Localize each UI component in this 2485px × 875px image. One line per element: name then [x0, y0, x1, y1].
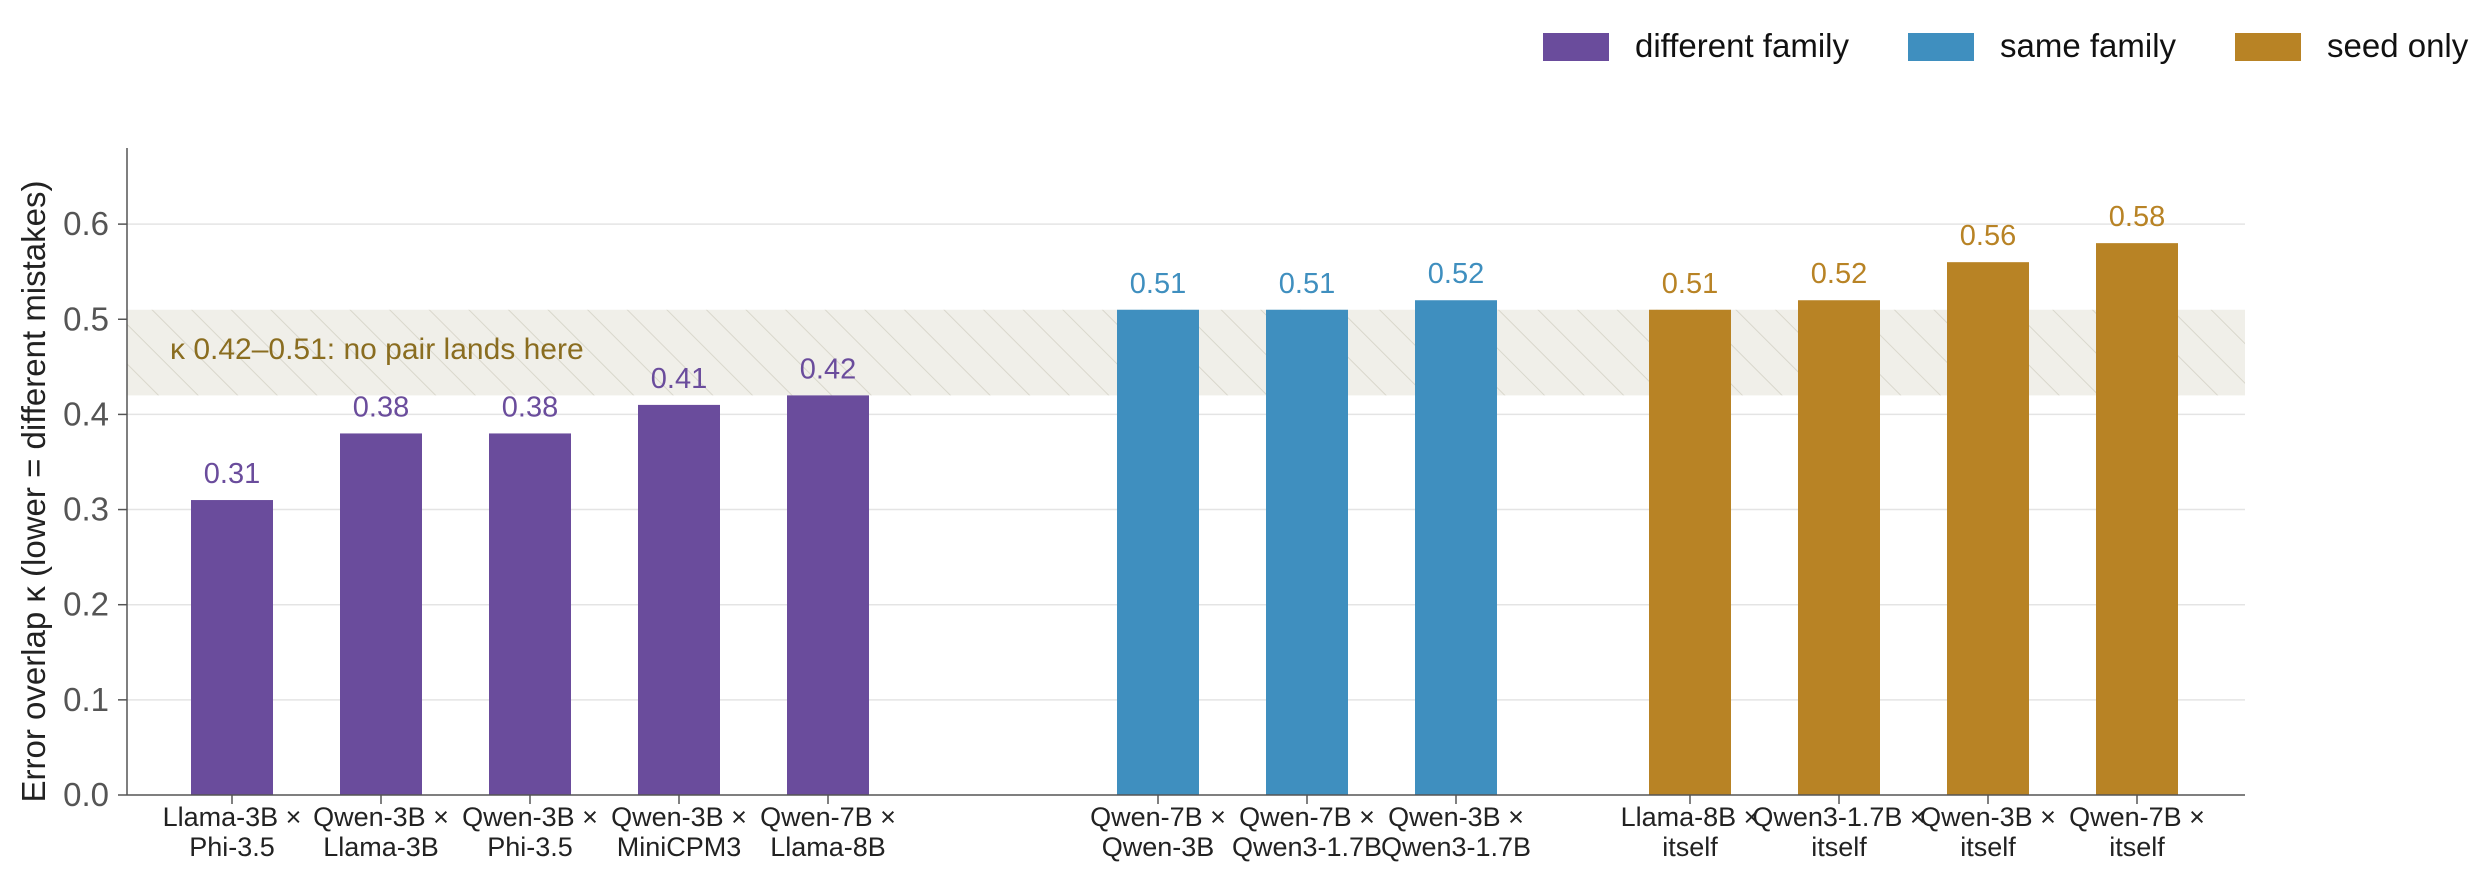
bar: [1117, 309, 1199, 795]
legend: different family same family seed only: [1543, 27, 2469, 64]
bar-value-label: 0.58: [2109, 201, 2165, 233]
bar: [1798, 300, 1880, 795]
bar-value-label: 0.42: [800, 353, 856, 385]
bar: [1415, 300, 1497, 795]
bar-value-label: 0.51: [1279, 268, 1335, 300]
bar: [1947, 262, 2029, 795]
x-tick-label: Qwen-3B ×: [611, 802, 747, 832]
x-tick-label: MiniCPM3: [617, 832, 742, 862]
x-tick-label: Llama-8B: [770, 832, 886, 862]
x-tick-label: Llama-3B ×: [163, 802, 302, 832]
bar-value-label: 0.38: [353, 391, 409, 423]
band-label: κ 0.42–0.51: no pair lands here: [170, 333, 584, 366]
x-tick-label: Qwen-7B ×: [1090, 802, 1226, 832]
y-tick-label: 0.0: [63, 776, 109, 813]
x-tick-label: Qwen-7B ×: [2069, 802, 2205, 832]
x-tick-label: Qwen-7B ×: [760, 802, 896, 832]
bar-value-label: 0.52: [1811, 258, 1867, 290]
x-tick-label: Phi-3.5: [487, 832, 573, 862]
bar: [2096, 243, 2178, 795]
x-tick-label: itself: [1960, 832, 2016, 862]
bar-value-label: 0.56: [1960, 220, 2016, 252]
bar: [489, 433, 571, 795]
bar: [638, 404, 720, 795]
legend-label: different family: [1635, 27, 1849, 64]
x-tick-label: itself: [1811, 832, 1867, 862]
legend-swatch: [1543, 33, 1609, 61]
x-tick-label: Qwen3-1.7B: [1232, 832, 1382, 862]
bar: [340, 433, 422, 795]
x-tick-label: Qwen-7B ×: [1239, 802, 1375, 832]
y-tick-label: 0.4: [63, 395, 109, 432]
bar: [1649, 309, 1731, 795]
axes: 0.0 0.1 0.2 0.3 0.4 0.5 0.6 Error overlap κ (lo…: [15, 148, 2245, 813]
legend-swatch: [1908, 33, 1974, 61]
x-tick-label: itself: [2109, 832, 2165, 862]
x-tick-label: Qwen-3B ×: [462, 802, 598, 832]
y-tick-label: 0.6: [63, 205, 109, 242]
bar: [191, 500, 273, 795]
y-tick-label: 0.3: [63, 491, 109, 528]
bar-value-label: 0.41: [651, 363, 707, 395]
bar: [1266, 309, 1348, 795]
y-tick-label: 0.2: [63, 586, 109, 623]
bar-value-label: 0.51: [1130, 268, 1186, 300]
bar-value-label: 0.52: [1428, 258, 1484, 290]
y-axis-title: Error overlap κ (lower = different mista…: [15, 180, 52, 802]
legend-swatch: [2235, 33, 2301, 61]
legend-label: seed only: [2327, 27, 2469, 64]
bar-value-label: 0.31: [204, 458, 260, 490]
bar: [787, 395, 869, 795]
x-tick-label: itself: [1662, 832, 1718, 862]
x-tick-label: Qwen3-1.7B ×: [1752, 802, 1925, 832]
x-tick-label: Qwen-3B ×: [1920, 802, 2056, 832]
bar-value-label: 0.38: [502, 391, 558, 423]
x-tick-label: Llama-8B ×: [1621, 802, 1760, 832]
x-tick-label: Qwen-3B ×: [1388, 802, 1524, 832]
y-tick-label: 0.1: [63, 681, 109, 718]
legend-label: same family: [2000, 27, 2177, 64]
bar-value-label: 0.51: [1662, 268, 1718, 300]
bars: [191, 243, 2178, 795]
x-tick-label: Phi-3.5: [189, 832, 275, 862]
x-tick-label: Llama-3B: [323, 832, 439, 862]
x-tick-label: Qwen3-1.7B: [1381, 832, 1531, 862]
x-tick-label: Qwen-3B: [1102, 832, 1215, 862]
x-tick-label: Qwen-3B ×: [313, 802, 449, 832]
y-tick-label: 0.5: [63, 300, 109, 337]
